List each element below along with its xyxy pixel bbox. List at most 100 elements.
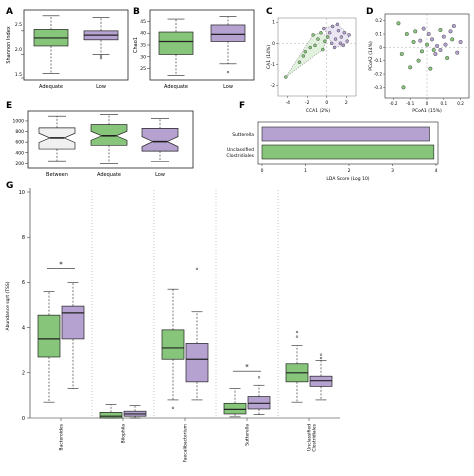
- panel-b-xtick: Low: [223, 84, 233, 90]
- panel-b-adequate-box: [158, 31, 194, 55]
- panel-f-bar-low: [261, 126, 430, 142]
- panel-d-ytick: 0.2: [375, 18, 382, 23]
- panel-f-xlabel: LDA Score (Log 10): [326, 176, 369, 182]
- panel-d-label: D: [366, 7, 373, 17]
- panel-g-ytick: 10: [19, 190, 25, 196]
- panel-d-xtick: 0.2: [457, 101, 464, 106]
- panel-d-point-adequate: [425, 42, 430, 47]
- panel-c-point-low: [336, 28, 341, 33]
- panel-e-xtick: Low: [155, 172, 165, 178]
- panel-g-ytick: 8: [22, 235, 25, 241]
- panel-g-low-outlier: [257, 376, 261, 379]
- panel-d-ytick: 0.1: [375, 32, 382, 37]
- panel-f-category: Sutterella: [232, 132, 254, 138]
- panel-c-label: C: [266, 7, 273, 17]
- panel-c-ytick: 0: [272, 41, 275, 47]
- panel-d: D PCoA2 (14%) PCoA1 (15%) -0.2 -0.1 0 0.1 0.…: [366, 7, 470, 114]
- panel-g-ytick: 0: [22, 416, 25, 422]
- panel-e-boxes: [38, 114, 179, 164]
- panel-e: E 200 400 600 800 1000 Between Adequate Low: [6, 101, 194, 178]
- panel-g-adequate-box: [37, 314, 61, 358]
- panel-c-point-low: [332, 45, 337, 50]
- panel-e-xtick: Between: [46, 172, 68, 178]
- panel-g-ytick: 4: [22, 325, 25, 331]
- panel-d-point-adequate: [411, 40, 416, 45]
- panel-e-ytick: 800: [15, 129, 24, 135]
- panel-c-point-adequate: [301, 54, 306, 58]
- panel-e-ytick: 200: [15, 161, 24, 167]
- panel-b-low-box: [210, 24, 246, 42]
- panel-c-point-low: [335, 22, 340, 27]
- panel-c-point-adequate: [303, 50, 307, 54]
- panel-d-ytick: 0: [379, 45, 382, 50]
- panel-g-ytick: 2: [22, 371, 25, 377]
- panel-d-point-adequate: [416, 58, 421, 63]
- panel-c-xtick: 2: [345, 100, 348, 106]
- panel-c-point-adequate: [323, 39, 327, 43]
- panel-f-xtick: 2: [348, 168, 351, 174]
- panel-e-ytick: 1000: [13, 118, 25, 124]
- panel-c-point-low: [347, 33, 351, 37]
- panel-c-point-adequate: [326, 35, 330, 39]
- panel-c-point-low: [338, 41, 343, 45]
- panel-a-ytick: 1.5: [15, 72, 22, 78]
- panel-f-xtick: 0: [261, 168, 264, 174]
- panel-g-low-box: [61, 305, 85, 340]
- panel-g-xtick: Bacteroides: [59, 423, 65, 450]
- panel-g-xtick-line: Unclassified: [307, 424, 313, 451]
- panel-c-point-low: [333, 37, 338, 41]
- panel-d-xtick: 0.1: [440, 101, 447, 106]
- panel-e-label: E: [6, 101, 12, 111]
- panel-g-xtick: UnclassifiedClostridiales: [307, 423, 318, 451]
- panel-b-ytick: 35: [140, 43, 146, 49]
- panel-d-point-adequate: [396, 21, 401, 26]
- panel-c-point-low: [342, 31, 346, 35]
- panel-d-point-adequate: [401, 85, 406, 90]
- panel-b-ytick: 30: [140, 54, 146, 60]
- panel-e-ytick: 400: [15, 150, 24, 156]
- panel-d-point-low: [448, 29, 453, 34]
- panel-f-category: Unclassified Clostridiales: [226, 147, 254, 159]
- panel-c-frame: [277, 17, 357, 97]
- panel-c-xtick: -2: [305, 100, 310, 106]
- panel-g-significance-star: *: [245, 363, 249, 371]
- panel-b-low-outlier: [226, 70, 230, 74]
- panel-a-boxes: [21, 15, 119, 79]
- panel-g-adequate-outlier: [171, 406, 175, 409]
- panel-a-low-outlier: [99, 54, 103, 57]
- panel-g-low-outlier: [195, 267, 199, 270]
- panel-f-xtick: 1: [304, 168, 307, 174]
- panel-d-point-adequate: [404, 32, 409, 37]
- panel-d-xlabel: PCoA1 (15%): [412, 108, 442, 114]
- panel-b-boxes: [158, 16, 246, 76]
- panel-d-point-low: [443, 42, 448, 47]
- panel-c-point-adequate: [319, 31, 323, 35]
- panel-c-xtick: -4: [286, 100, 291, 106]
- panel-c-point-adequate: [321, 47, 325, 52]
- panel-b-label: B: [133, 7, 140, 17]
- panel-d-point-low: [441, 34, 446, 39]
- panel-d-point-low: [418, 38, 423, 43]
- panel-d-xtick: -0.1: [406, 101, 415, 106]
- panel-g-low-box: [185, 343, 209, 383]
- panel-d-point-adequate: [408, 65, 413, 70]
- panel-d-ytick: -0.2: [374, 72, 383, 77]
- panel-b-ytick: 40: [140, 31, 146, 37]
- panel-g-adequate-box: [161, 329, 185, 360]
- panel-d-point-adequate: [450, 37, 455, 42]
- panel-f-category-line: Clostridiales: [226, 153, 254, 159]
- panel-b: B Chao1 25 30 35 40 45 Adequate Low: [133, 7, 255, 90]
- panel-e-xtick: Adequate: [97, 172, 121, 178]
- panel-a: A Shannon Index 1.5 2.0 2.5 Adequate Low: [6, 7, 129, 90]
- panel-c-hull-adequate: [285, 32, 328, 78]
- panel-b-ytick: 25: [140, 66, 146, 72]
- panel-a-ytick: 2.0: [15, 47, 22, 53]
- panel-f-frame: [257, 121, 439, 165]
- panel-a-ytick: 2.5: [15, 22, 22, 28]
- panel-f-plot: 0 1 2 3 4: [261, 126, 438, 174]
- panel-d-ylabel: PCoA2 (14%): [368, 41, 374, 71]
- panel-d-point-low: [421, 26, 426, 31]
- panel-f-category-line: Unclassified: [227, 147, 254, 153]
- panel-d-point-adequate: [438, 28, 443, 33]
- panel-g-xtick: Faecalibacterium: [183, 424, 189, 462]
